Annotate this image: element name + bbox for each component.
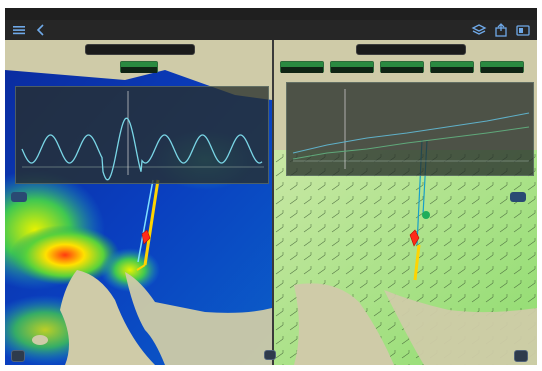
left-tide-chart[interactable]: [15, 86, 269, 184]
wind-line-1: [292, 112, 530, 154]
chip-5-value: [481, 67, 523, 73]
left-side-badge[interactable]: [11, 192, 27, 202]
boat-marker-left[interactable]: [141, 229, 151, 245]
boat-marker-right[interactable]: [409, 229, 420, 247]
chip-1-value: [281, 67, 323, 73]
left-chip-value: [121, 67, 157, 73]
chip-1-label: [281, 62, 323, 67]
share-icon[interactable]: [493, 23, 509, 37]
right-chip-3[interactable]: [380, 61, 424, 73]
layers-icon[interactable]: [471, 23, 487, 37]
right-chip-5[interactable]: [480, 61, 524, 73]
left-locate-button[interactable]: [11, 350, 25, 362]
tide-chart-plot: [21, 91, 264, 181]
wind-chart-plot: [292, 89, 530, 169]
right-chip-1[interactable]: [280, 61, 324, 73]
wind-line-2: [292, 126, 530, 160]
right-menu-button[interactable]: [514, 350, 528, 362]
chip-2-value: [331, 67, 373, 73]
right-map-panel[interactable]: [274, 40, 537, 365]
top-toolbar: [5, 20, 537, 40]
status-bar: [5, 8, 537, 20]
right-side-badge[interactable]: [510, 192, 526, 202]
right-chip-4[interactable]: [430, 61, 474, 73]
right-model-select[interactable]: [356, 44, 466, 55]
right-wind-chart[interactable]: [286, 82, 534, 176]
center-toggle-button[interactable]: [264, 350, 276, 360]
chip-4-label: [431, 62, 473, 67]
chip-3-label: [381, 62, 423, 67]
chip-4-value: [431, 67, 473, 73]
right-chip-2[interactable]: [330, 61, 374, 73]
chip-2-label: [331, 62, 373, 67]
chip-3-value: [381, 67, 423, 73]
tide-curve: [21, 117, 263, 181]
chip-5-label: [481, 62, 523, 67]
waypoint-marker[interactable]: [422, 211, 430, 219]
left-info-chip[interactable]: [120, 61, 158, 73]
app-screen: [5, 8, 537, 365]
left-map-panel[interactable]: [5, 40, 272, 365]
left-chip-label: [121, 62, 157, 67]
settings-icon[interactable]: [515, 23, 531, 37]
left-model-select[interactable]: [85, 44, 195, 55]
menu-icon[interactable]: [11, 23, 27, 37]
back-icon[interactable]: [33, 23, 49, 37]
split-divider[interactable]: [272, 40, 274, 365]
